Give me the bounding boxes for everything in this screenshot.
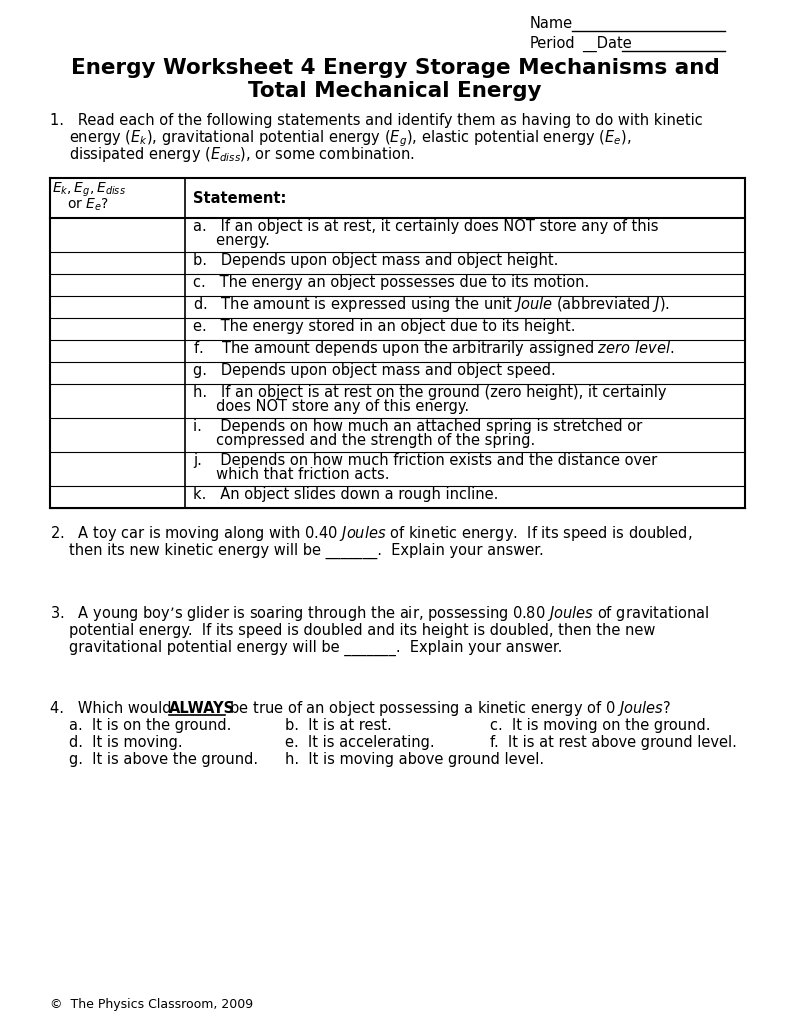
Text: a.  It is on the ground.: a. It is on the ground. [69,718,232,733]
Text: energy.: energy. [193,233,270,248]
Text: which that friction acts.: which that friction acts. [193,467,389,482]
Text: 4.   Which would: 4. Which would [50,701,176,716]
Text: d.  It is moving.: d. It is moving. [69,735,183,750]
Text: dissipated energy ($E_{diss}$), or some combination.: dissipated energy ($E_{diss}$), or some … [69,145,414,164]
Text: g.   Depends upon object mass and object speed.: g. Depends upon object mass and object s… [193,362,556,378]
Text: or $E_e$?: or $E_e$? [67,197,109,213]
Text: 2.   A toy car is moving along with 0.40 $\mathit{Joules}$ of kinetic energy.  I: 2. A toy car is moving along with 0.40 $… [50,524,692,543]
Text: compressed and the strength of the spring.: compressed and the strength of the sprin… [193,433,536,449]
Text: e.  It is accelerating.: e. It is accelerating. [285,735,434,750]
Text: a.   If an object is at rest, it certainly does NOT store any of this: a. If an object is at rest, it certainly… [193,219,658,234]
Text: Total Mechanical Energy: Total Mechanical Energy [248,81,542,101]
Text: Period: Period [530,36,576,51]
Text: f.  It is at rest above ground level.: f. It is at rest above ground level. [490,735,737,750]
Text: ©  The Physics Classroom, 2009: © The Physics Classroom, 2009 [50,998,253,1011]
Text: gravitational potential energy will be _______.  Explain your answer.: gravitational potential energy will be _… [69,640,562,656]
Text: k.   An object slides down a rough incline.: k. An object slides down a rough incline… [193,487,498,502]
Text: b.  It is at rest.: b. It is at rest. [285,718,392,733]
Text: f.    The amount depends upon the arbitrarily assigned $\mathit{zero\ level}$.: f. The amount depends upon the arbitrari… [193,339,674,358]
Text: ALWAYS: ALWAYS [169,701,235,716]
Text: $E_k, E_g, E_{diss}$: $E_k, E_g, E_{diss}$ [52,181,126,200]
Text: be true of an object possessing a kinetic energy of 0 $\mathit{Joules}$?: be true of an object possessing a kineti… [225,699,671,718]
Text: e.   The energy stored in an object due to its height.: e. The energy stored in an object due to… [193,319,576,334]
Text: 3.   A young boy’s glider is soaring through the air, possessing 0.80 $\mathit{J: 3. A young boy’s glider is soaring throu… [50,604,710,623]
Text: h.  It is moving above ground level.: h. It is moving above ground level. [285,752,544,767]
Text: does NOT store any of this energy.: does NOT store any of this energy. [193,399,469,414]
Text: Energy Worksheet 4 Energy Storage Mechanisms and: Energy Worksheet 4 Energy Storage Mechan… [70,58,719,78]
Text: potential energy.  If its speed is doubled and its height is doubled, then the n: potential energy. If its speed is double… [69,623,656,638]
Text: then its new kinetic energy will be _______.  Explain your answer.: then its new kinetic energy will be ____… [69,543,543,559]
Text: energy ($E_k$), gravitational potential energy ($E_g$), elastic potential energy: energy ($E_k$), gravitational potential … [69,128,631,148]
Text: i.    Depends on how much an attached spring is stretched or: i. Depends on how much an attached sprin… [193,419,642,434]
Text: b.   Depends upon object mass and object height.: b. Depends upon object mass and object h… [193,253,558,268]
Text: d.   The amount is expressed using the unit $\mathit{Joule}$ (abbreviated $\math: d. The amount is expressed using the uni… [193,295,670,314]
Text: c.   The energy an object possesses due to its motion.: c. The energy an object possesses due to… [193,275,589,290]
Text: j.    Depends on how much friction exists and the distance over: j. Depends on how much friction exists a… [193,453,657,468]
Text: h.   If an object is at rest on the ground (zero height), it certainly: h. If an object is at rest on the ground… [193,385,667,400]
Text: __Date: __Date [582,36,632,52]
Text: g.  It is above the ground.: g. It is above the ground. [69,752,258,767]
Text: Name: Name [530,16,573,31]
Text: c.  It is moving on the ground.: c. It is moving on the ground. [490,718,710,733]
Text: 1.   Read each of the following statements and identify them as having to do wit: 1. Read each of the following statements… [50,113,702,128]
Text: Statement:: Statement: [193,191,286,206]
